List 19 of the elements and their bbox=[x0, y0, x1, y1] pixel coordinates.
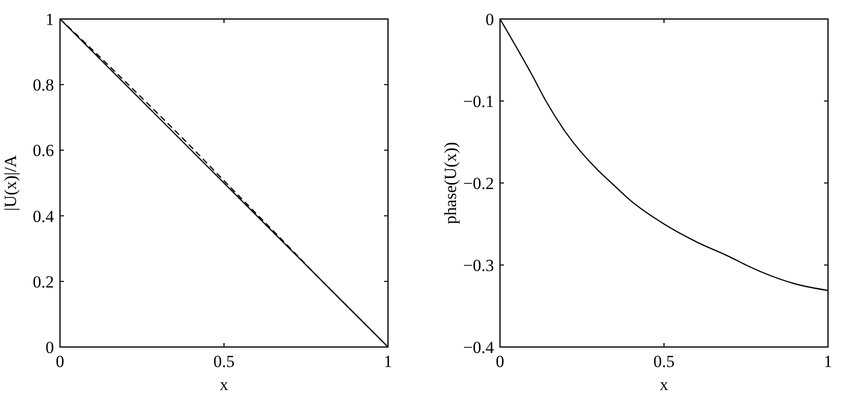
x-tick-label: 1 bbox=[384, 352, 392, 371]
y-tick-label: 0.8 bbox=[32, 76, 54, 95]
y-tick-label: 0 bbox=[486, 10, 494, 29]
y-axis-title: |U(x)|/A bbox=[1, 154, 20, 211]
x-axis-title: x bbox=[660, 375, 669, 394]
y-tick-label: 1 bbox=[46, 10, 54, 29]
y-tick-label: −0.3 bbox=[463, 256, 494, 275]
x-axis-title: x bbox=[220, 375, 229, 394]
x-tick-label: 0.5 bbox=[653, 352, 675, 371]
y-tick-label: 0 bbox=[46, 338, 54, 357]
y-tick-label: 0.6 bbox=[32, 141, 54, 160]
x-tick-label: 0.5 bbox=[213, 352, 235, 371]
y-tick-label: −0.1 bbox=[463, 92, 494, 111]
y-tick-label: 0.4 bbox=[32, 206, 54, 226]
y-axis-title: phase(U(x)) bbox=[441, 142, 460, 224]
y-tick-label: 0.2 bbox=[32, 272, 54, 292]
x-tick-label: 1 bbox=[824, 352, 832, 371]
y-tick-label: −0.4 bbox=[463, 338, 494, 357]
y-tick-label: −0.2 bbox=[463, 174, 494, 193]
